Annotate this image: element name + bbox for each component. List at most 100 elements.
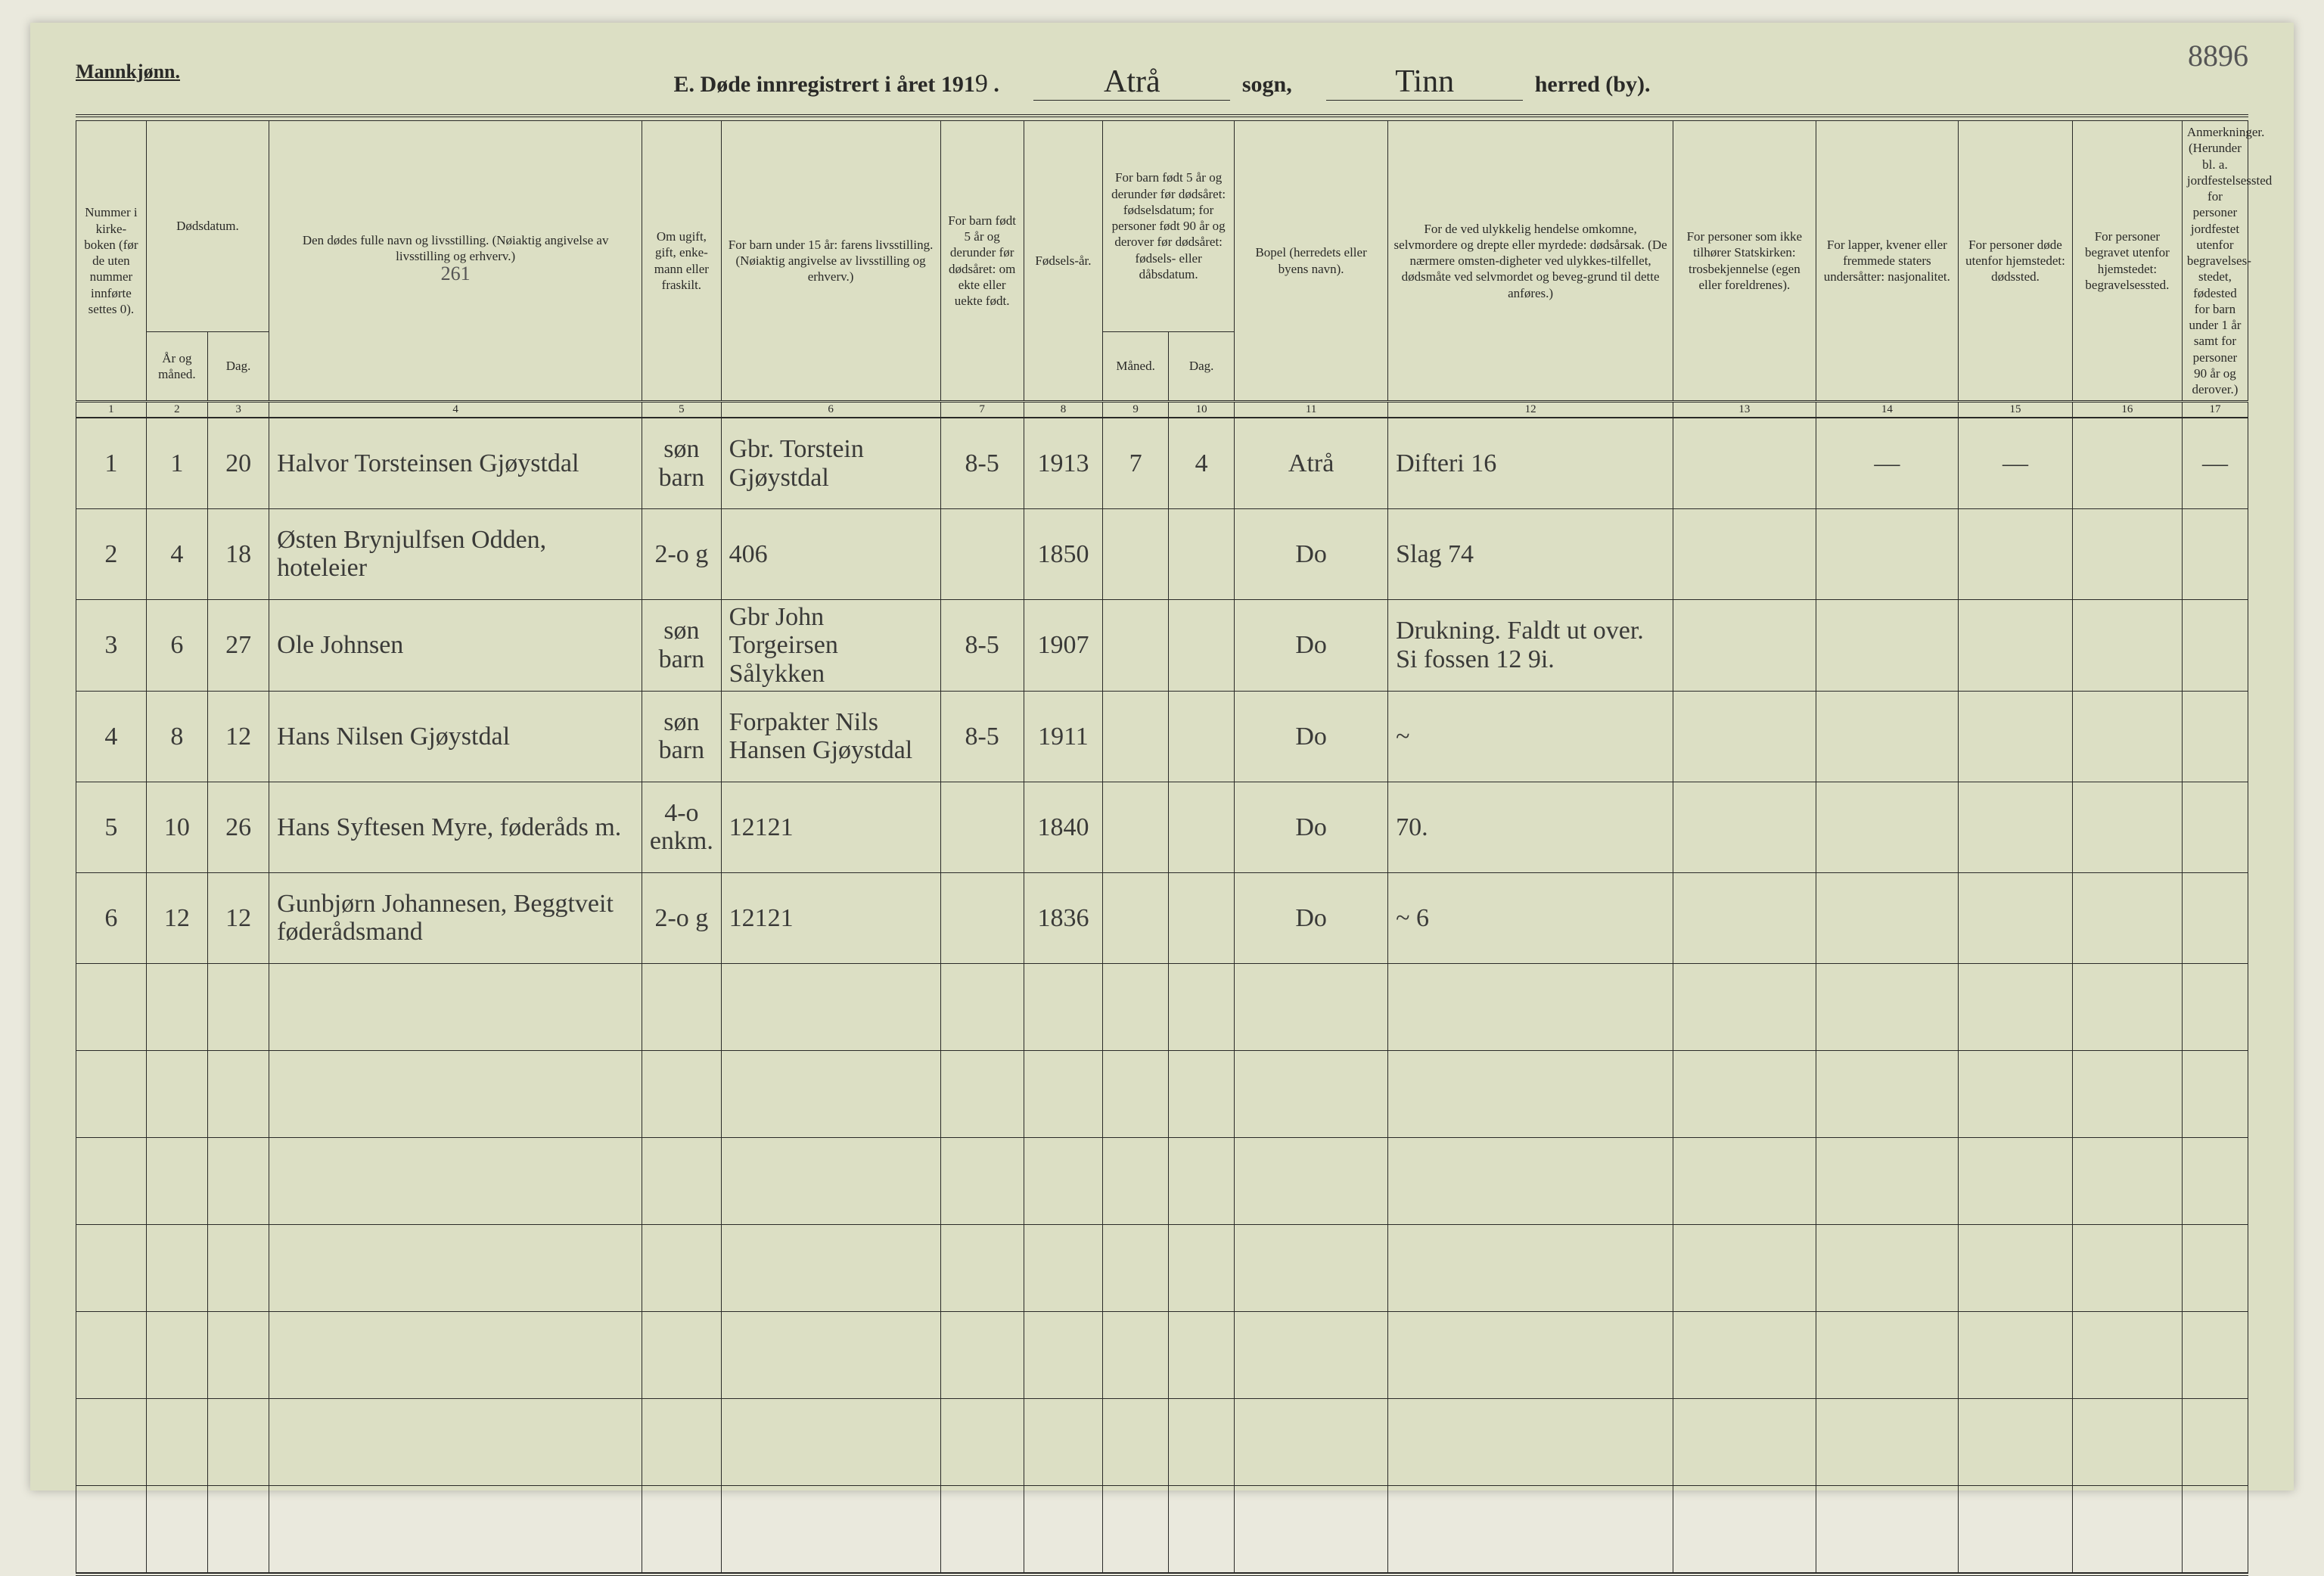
blank-cell [642,1485,721,1572]
blank-cell [1103,1050,1169,1137]
blank-rows [76,963,2248,1572]
cell: 20 [207,418,269,508]
blank-cell [146,1137,207,1224]
cell: 1836 [1024,872,1102,963]
blank-cell [940,1224,1024,1311]
cell: 7 [1103,418,1169,508]
cell [1959,782,2073,872]
h-c11: Bopel (herredets eller byens navn). [1235,121,1388,402]
cell [1816,782,1959,872]
blank-cell [1235,1224,1388,1311]
title-year-digit: 9 [975,70,988,98]
blank-cell [1816,1224,1959,1311]
title-line: E. Døde innregistrert i året 1919 . Atrå… [76,64,2248,101]
table-row: 61212Gunbjørn Johannesen, Beggtveit føde… [76,872,2248,963]
cell [940,508,1024,599]
cell: 8 [146,691,207,782]
blank-cell [207,1050,269,1137]
cell [1673,508,1816,599]
blank-cell [642,1137,721,1224]
cell [1959,691,2073,782]
col-num: 4 [269,402,642,418]
blank-cell [269,1485,642,1572]
cell [1816,872,1959,963]
herred-label: herred (by). [1535,72,1651,97]
blank-cell [1388,1398,1673,1485]
blank-cell [1103,1485,1169,1572]
col-num: 9 [1103,402,1169,418]
cell [2182,872,2248,963]
col-num: 1 [76,402,147,418]
blank-cell [2182,1137,2248,1224]
cell [1169,872,1235,963]
blank-cell [940,1050,1024,1137]
blank-cell [146,1485,207,1572]
blank-cell [1388,1485,1673,1572]
col-num: 11 [1235,402,1388,418]
blank-cell [1103,1311,1169,1398]
cell [940,782,1024,872]
blank-cell [1103,1398,1169,1485]
blank-cell [1169,963,1235,1050]
cell [1103,691,1169,782]
blank-cell [1388,1311,1673,1398]
blank-cell [1103,1137,1169,1224]
h-c6: For barn under 15 år: farens livsstillin… [721,121,940,402]
sogn-value: Atrå [1033,64,1230,101]
cell: 12121 [721,872,940,963]
cell: Gbr. Torstein Gjøystdal [721,418,940,508]
blank-cell [940,1137,1024,1224]
blank-cell [642,963,721,1050]
cell: 3 [76,599,147,691]
col-num: 12 [1388,402,1673,418]
blank-cell [1673,1485,1816,1572]
blank-cell [1103,1224,1169,1311]
blank-row [76,1398,2248,1485]
cell: 10 [146,782,207,872]
cell: Gbr John Torgeirsen Sålykken [721,599,940,691]
cell: Østen Brynjulfsen Odden, hoteleier [269,508,642,599]
cell: 406 [721,508,940,599]
blank-cell [76,1050,147,1137]
cell: Difteri 16 [1388,418,1673,508]
blank-cell [1169,1050,1235,1137]
blank-cell [1959,1311,2073,1398]
h-c15: For personer døde utenfor hjemstedet: dø… [1959,121,2073,402]
cell: 6 [76,872,147,963]
cell [1169,691,1235,782]
cell: 6 [146,599,207,691]
cell: Atrå [1235,418,1388,508]
blank-cell [1959,963,2073,1050]
h-c8: Fødsels-år. [1024,121,1102,402]
blank-cell [940,963,1024,1050]
title-suffix: . [988,72,999,97]
blank-cell [146,963,207,1050]
cell [1103,508,1169,599]
cell: 2-o g [642,872,721,963]
cell: 4 [76,691,147,782]
h-c2a: År og måned. [146,331,207,402]
cell: 12 [207,872,269,963]
blank-cell [940,1311,1024,1398]
blank-cell [2182,1224,2248,1311]
blank-cell [1169,1224,1235,1311]
cell: 2 [76,508,147,599]
h-c16: For personer begravet utenfor hjemstedet… [2072,121,2182,402]
cell: — [1816,418,1959,508]
blank-row [76,1485,2248,1572]
blank-cell [207,963,269,1050]
blank-cell [1816,1311,1959,1398]
blank-cell [1816,1050,1959,1137]
h-c13: For personer som ikke tilhører Statskirk… [1673,121,1816,402]
col-num: 8 [1024,402,1102,418]
blank-cell [1673,963,1816,1050]
cell [1169,782,1235,872]
top-rule [76,114,2248,117]
blank-cell [1235,1398,1388,1485]
cell [1169,599,1235,691]
h-c9: For barn født 5 år og derunder før dødså… [1103,121,1235,332]
cell [2072,418,2182,508]
cell: 8-5 [940,691,1024,782]
blank-cell [1169,1311,1235,1398]
blank-cell [721,1050,940,1137]
